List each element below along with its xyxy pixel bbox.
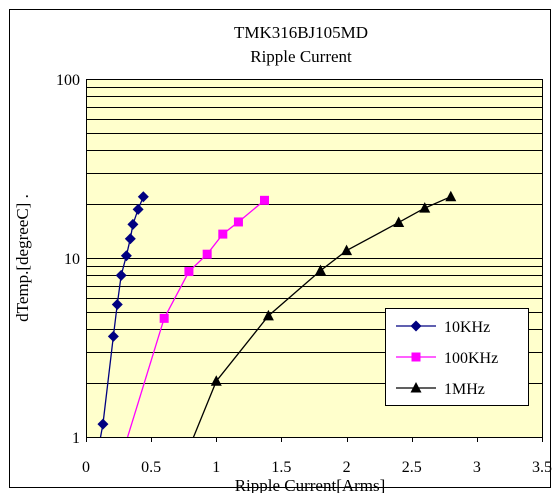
y-tick-label: 10	[64, 251, 80, 268]
legend-label: 10KHz	[444, 319, 490, 336]
y-tick-label: 1	[72, 430, 80, 447]
legend: 10KHz 100KHz 1MHz	[386, 309, 529, 406]
data-point-100khz	[160, 314, 169, 323]
x-tick-label: 1	[212, 459, 220, 476]
x-tick-label: 3.5	[532, 459, 552, 476]
data-point-100khz	[184, 267, 193, 276]
x-axis-label: Ripple Current[Arms]	[235, 476, 386, 493]
data-point-100khz	[218, 230, 227, 239]
y-tick-label: 100	[56, 72, 80, 89]
x-tick-label: 2.5	[402, 459, 422, 476]
x-tick-label: 1.5	[271, 459, 291, 476]
legend-label: 1MHz	[444, 381, 485, 398]
y-axis-label: dTemp.[degreeC] .	[13, 194, 32, 322]
chart-subtitle: Ripple Current	[250, 47, 352, 66]
x-tick-label: 2	[343, 459, 351, 476]
data-point-100khz	[234, 217, 243, 226]
chart-title: TMK316BJ105MD	[234, 23, 368, 42]
data-point-100khz	[260, 196, 269, 205]
legend-marker	[412, 353, 421, 362]
data-point-100khz	[203, 250, 212, 259]
x-tick-label: 0.5	[141, 459, 161, 476]
legend-label: 100KHz	[444, 350, 498, 367]
x-tick-label: 3	[473, 459, 481, 476]
x-tick-label: 0	[82, 459, 90, 476]
